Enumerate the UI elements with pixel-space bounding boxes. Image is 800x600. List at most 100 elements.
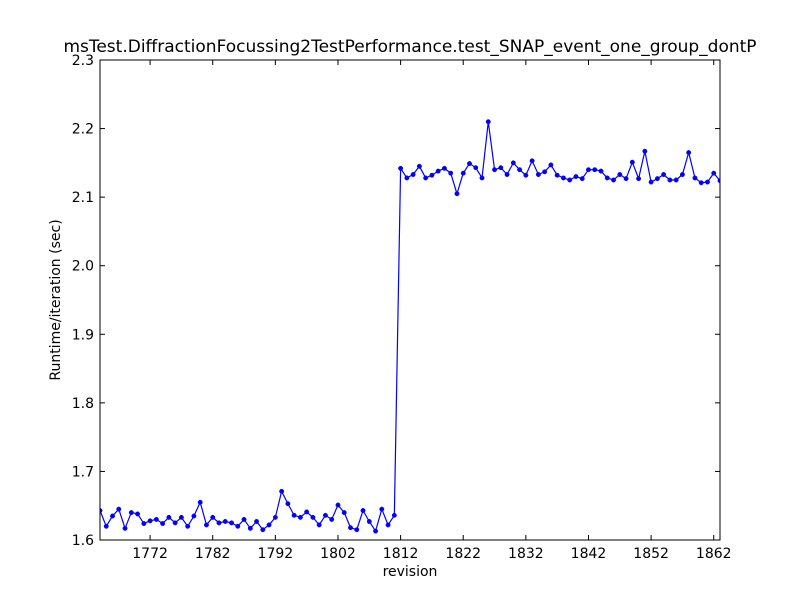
data-point	[642, 148, 648, 154]
data-point	[185, 523, 191, 529]
data-point	[216, 520, 222, 526]
data-point	[485, 119, 491, 125]
data-point	[153, 516, 159, 522]
x-tick-label: 1832	[508, 546, 544, 562]
x-axis-label: revision	[383, 564, 438, 580]
data-point	[548, 162, 554, 168]
data-point	[498, 165, 504, 171]
y-tick-label: 2.3	[72, 53, 94, 69]
data-point	[247, 525, 253, 531]
data-point	[467, 161, 472, 166]
data-point	[272, 514, 278, 520]
data-point	[172, 520, 178, 526]
y-tick-label: 1.6	[72, 533, 94, 549]
data-point	[385, 522, 391, 528]
data-point	[636, 176, 642, 182]
data-point	[316, 522, 322, 528]
data-point	[423, 175, 429, 181]
series-line	[100, 121, 720, 533]
data-point	[178, 514, 184, 520]
data-point	[373, 528, 379, 534]
data-point	[291, 512, 297, 518]
data-point	[523, 172, 529, 178]
data-point	[222, 519, 228, 524]
data-point	[379, 506, 385, 512]
data-point	[329, 516, 335, 522]
y-axis-label: Runtime/iteration (sec)	[48, 219, 64, 380]
data-point	[391, 512, 397, 518]
data-point	[611, 177, 616, 183]
data-point	[542, 169, 548, 175]
data-point	[398, 165, 404, 171]
data-point	[141, 521, 147, 526]
data-point	[235, 523, 241, 529]
data-point	[285, 501, 291, 507]
data-point	[360, 508, 366, 513]
x-tick-label: 1842	[571, 546, 607, 562]
x-tick-label: 1812	[383, 546, 419, 562]
data-point	[266, 522, 272, 528]
data-point	[229, 520, 234, 526]
data-point	[160, 521, 166, 526]
data-point	[241, 516, 247, 522]
data-point	[473, 165, 479, 171]
x-axis: 1772 1782 1792 1802 1812 1822 1832 1842 1852 1862	[132, 60, 732, 562]
data-point	[673, 177, 679, 183]
data-point	[648, 179, 654, 185]
series-layer	[100, 119, 720, 534]
data-point	[692, 175, 698, 181]
data-point	[679, 172, 685, 177]
y-tick-label: 2.2	[72, 122, 94, 138]
data-point	[711, 170, 717, 176]
data-point	[598, 168, 604, 174]
data-point	[686, 150, 692, 156]
data-point	[304, 509, 310, 515]
data-point	[204, 522, 209, 528]
x-tick-label: 1802	[320, 546, 356, 562]
data-point	[667, 177, 673, 183]
data-point	[191, 513, 197, 519]
data-point	[147, 518, 153, 524]
data-point	[197, 499, 203, 505]
data-point	[335, 502, 341, 508]
data-point	[116, 506, 122, 512]
data-point	[654, 176, 660, 182]
data-point	[629, 159, 635, 165]
y-tick-label: 1.7	[72, 464, 94, 480]
data-point	[560, 175, 566, 181]
y-tick-label: 1.9	[72, 327, 94, 343]
data-point	[517, 167, 523, 173]
x-tick-label: 1792	[258, 546, 294, 562]
data-point	[435, 168, 441, 174]
data-point	[323, 512, 328, 518]
y-tick-label: 1.8	[72, 396, 94, 412]
data-point	[604, 175, 610, 181]
data-point	[341, 510, 347, 516]
data-point	[404, 175, 410, 181]
data-point	[166, 514, 172, 520]
data-point	[448, 170, 454, 176]
data-point	[441, 165, 447, 171]
data-point	[586, 167, 591, 173]
x-tick-label: 1862	[696, 546, 732, 562]
data-point	[705, 179, 710, 185]
data-point	[366, 519, 372, 524]
data-point	[348, 525, 353, 531]
data-point	[354, 527, 360, 533]
chart-title: msTest.DiffractionFocussing2TestPerforma…	[63, 37, 756, 57]
data-point	[479, 175, 485, 181]
y-tick-label: 2.0	[72, 259, 94, 275]
data-point	[567, 177, 573, 183]
y-axis: 1.6 1.7 1.8 1.9 2.0 2.1 2.2 2.3	[72, 53, 720, 549]
data-point	[579, 176, 585, 182]
data-point	[110, 513, 115, 519]
data-point	[310, 514, 316, 520]
data-point	[573, 174, 579, 180]
data-point	[617, 172, 623, 177]
x-tick-label: 1782	[195, 546, 231, 562]
data-point	[529, 158, 535, 164]
data-point	[297, 514, 303, 520]
data-point	[122, 525, 128, 531]
